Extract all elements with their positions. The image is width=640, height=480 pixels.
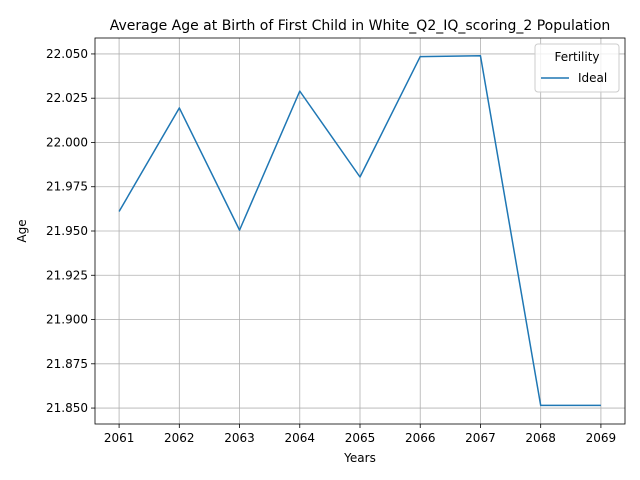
y-tick-label: 21.925	[46, 268, 88, 282]
y-tick-label: 22.050	[46, 47, 88, 61]
plot-area-frame	[94, 37, 626, 425]
x-tick-label: 2065	[345, 431, 376, 445]
x-axis-label: Years	[343, 451, 376, 465]
x-axis-ticks: 2061 2062 2063 2064 2065 2066 2067 2068 2069	[104, 424, 616, 445]
y-axis-label: Age	[15, 219, 29, 242]
legend-label-ideal: Ideal	[578, 71, 607, 85]
y-tick-label: 22.000	[46, 135, 88, 149]
legend-box	[534, 43, 620, 93]
x-tick-label: 2066	[405, 431, 436, 445]
x-tick-label: 2062	[164, 431, 195, 445]
y-tick-label: 21.900	[46, 313, 88, 327]
x-tick-label: 2061	[104, 431, 135, 445]
y-axis-ticks: 21.850 21.875 21.900 21.925 21.950 21.975 22.0…	[46, 47, 95, 415]
y-tick-label: 21.950	[46, 224, 88, 238]
y-tick-label: 22.025	[46, 91, 88, 105]
y-tick-label: 21.975	[46, 180, 88, 194]
y-tick-label: 21.850	[46, 401, 88, 415]
grid	[95, 38, 625, 424]
x-tick-label: 2069	[586, 431, 617, 445]
y-tick-label: 21.875	[46, 357, 88, 371]
series-lines	[118, 54, 601, 407]
x-tick-label: 2063	[224, 431, 255, 445]
x-tick-label: 2067	[465, 431, 496, 445]
x-tick-label: 2068	[525, 431, 556, 445]
chart-title: Average Age at Birth of First Child in W…	[110, 18, 611, 34]
legend: Fertility Ideal	[534, 43, 620, 93]
x-tick-label: 2064	[284, 431, 315, 445]
legend-title: Fertility	[554, 50, 599, 64]
series-line-ideal	[118, 54, 601, 407]
